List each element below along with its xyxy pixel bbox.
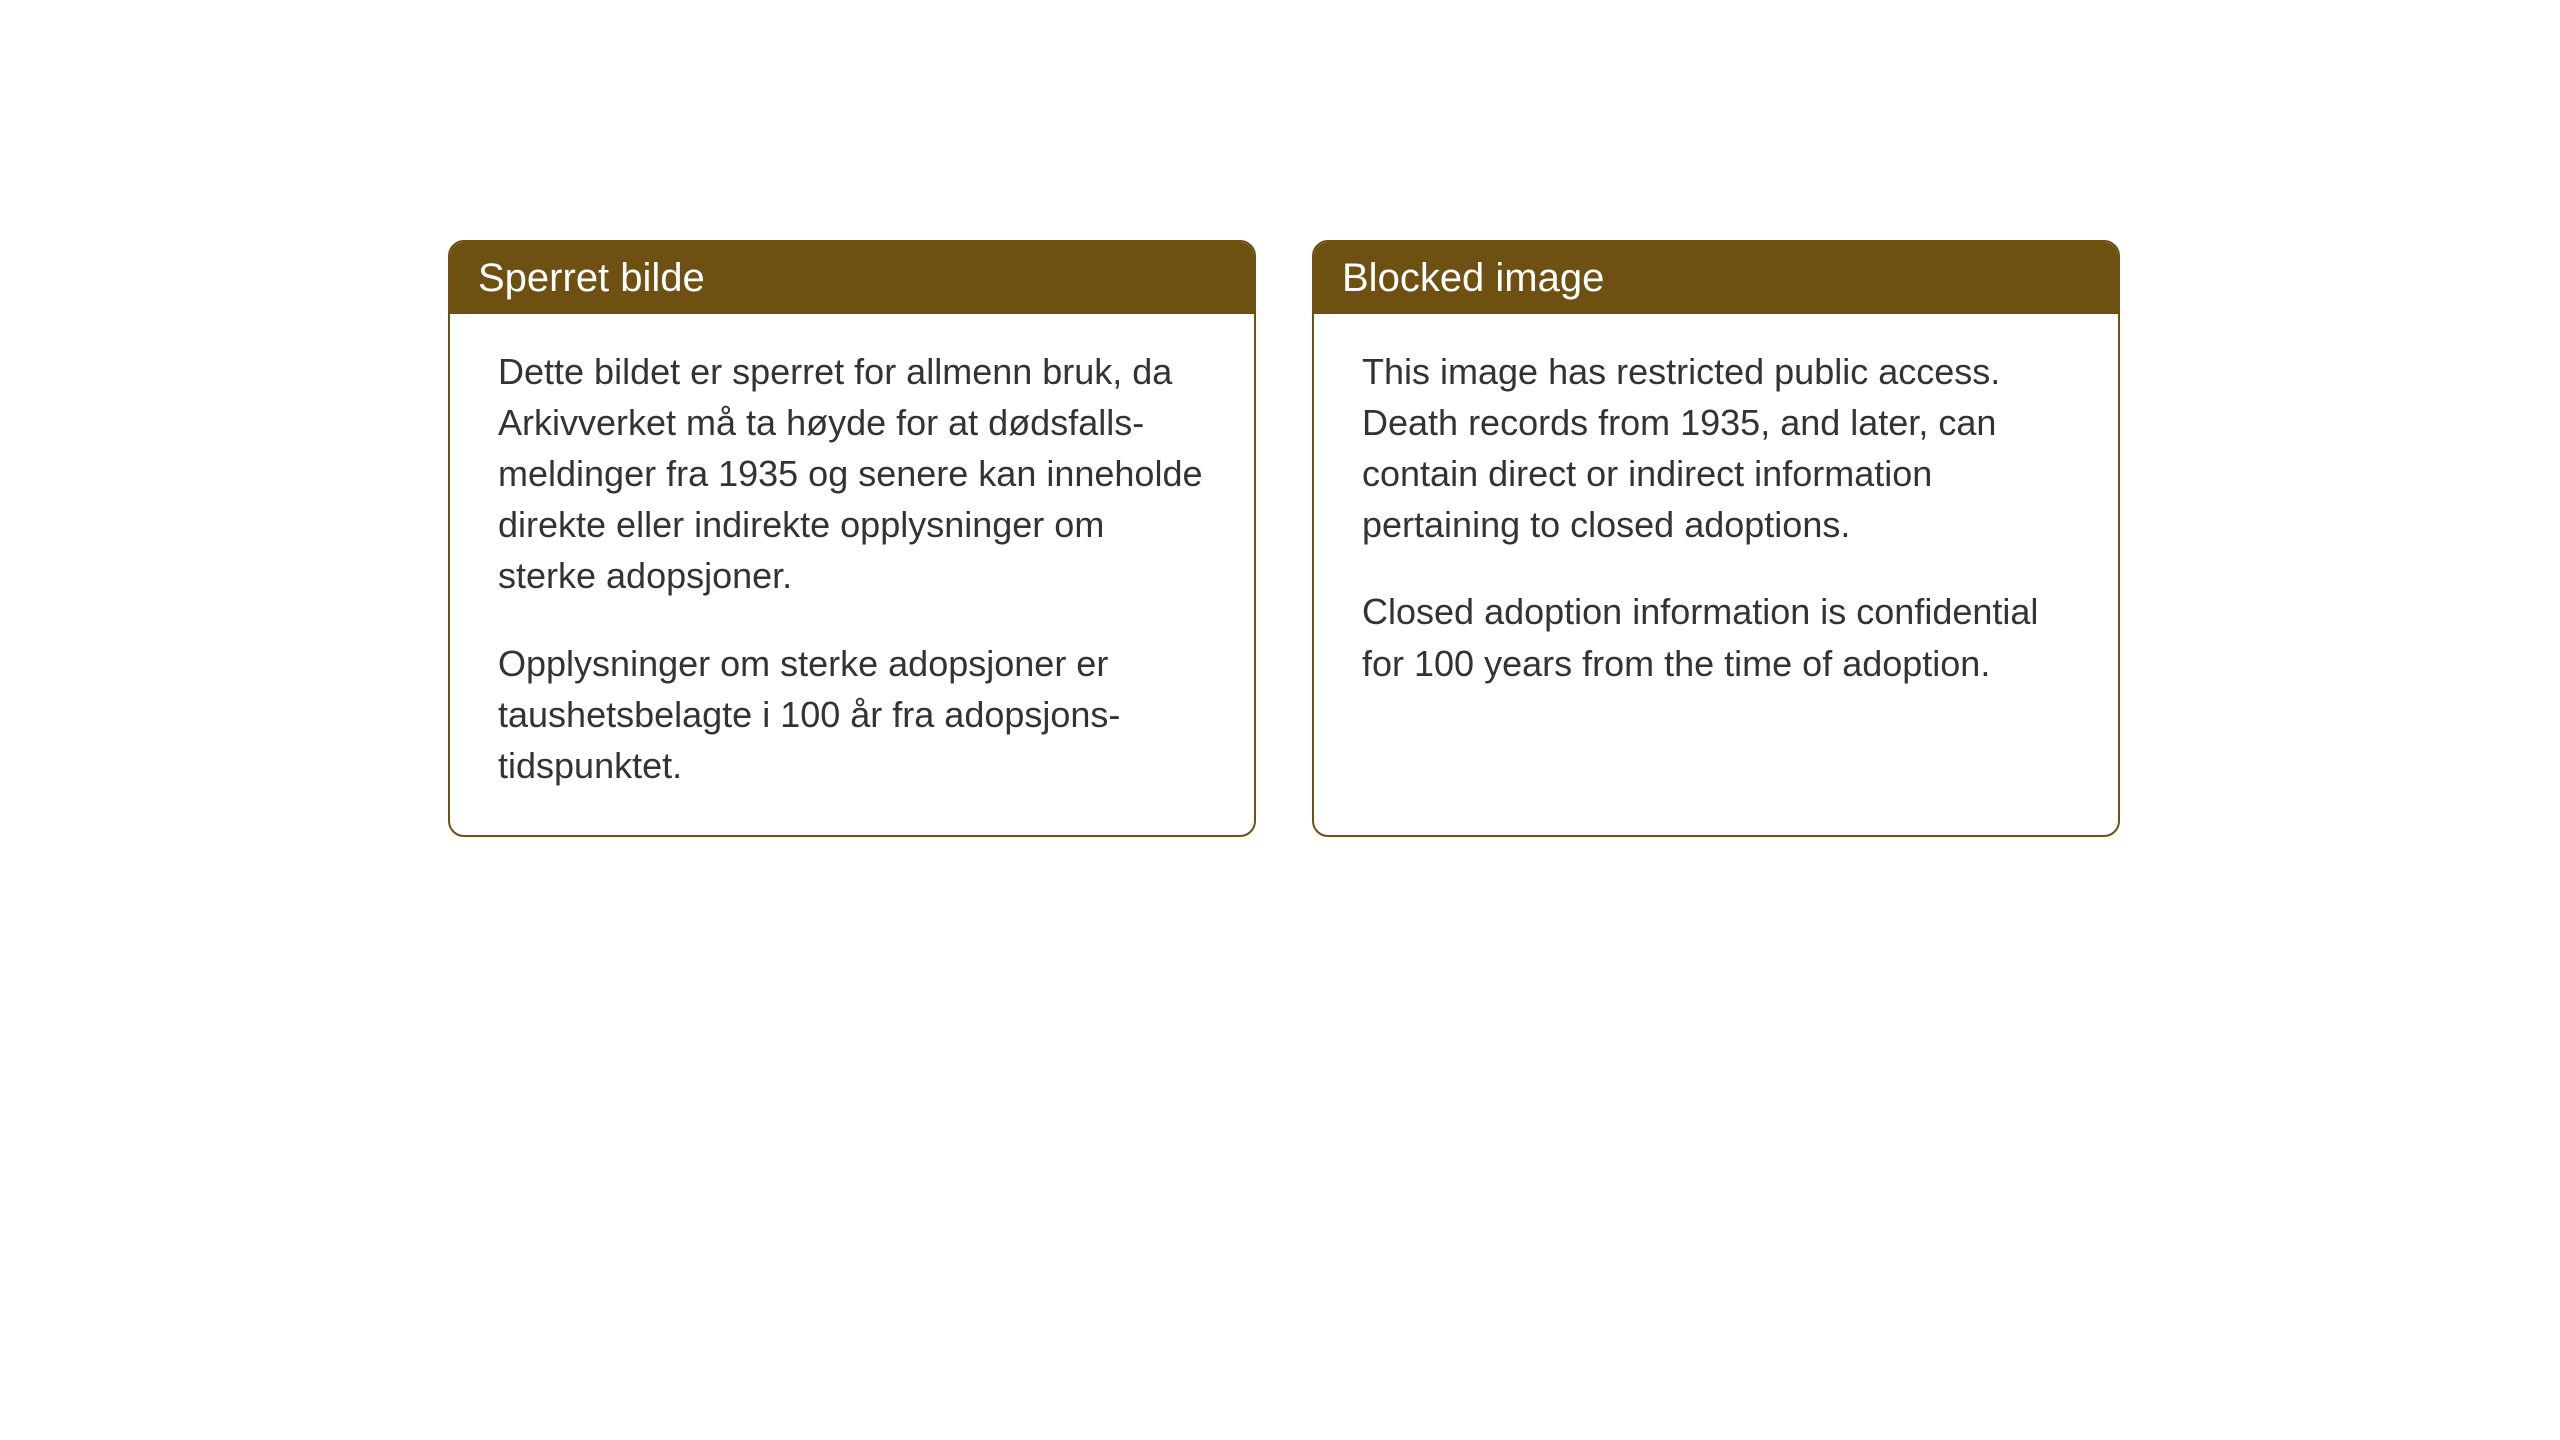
card-paragraph-2-english: Closed adoption information is confident… <box>1362 586 2070 688</box>
notice-card-english: Blocked image This image has restricted … <box>1312 240 2120 837</box>
card-paragraph-1-english: This image has restricted public access.… <box>1362 346 2070 550</box>
card-header-english: Blocked image <box>1314 242 2118 314</box>
card-paragraph-1-norwegian: Dette bildet er sperret for allmenn bruk… <box>498 346 1206 602</box>
notice-container: Sperret bilde Dette bildet er sperret fo… <box>448 240 2120 837</box>
notice-card-norwegian: Sperret bilde Dette bildet er sperret fo… <box>448 240 1256 837</box>
card-paragraph-2-norwegian: Opplysninger om sterke adopsjoner er tau… <box>498 638 1206 791</box>
card-header-norwegian: Sperret bilde <box>450 242 1254 314</box>
card-title-english: Blocked image <box>1342 256 1604 300</box>
card-body-norwegian: Dette bildet er sperret for allmenn bruk… <box>450 314 1254 835</box>
card-body-english: This image has restricted public access.… <box>1314 314 2118 733</box>
card-title-norwegian: Sperret bilde <box>478 256 705 300</box>
